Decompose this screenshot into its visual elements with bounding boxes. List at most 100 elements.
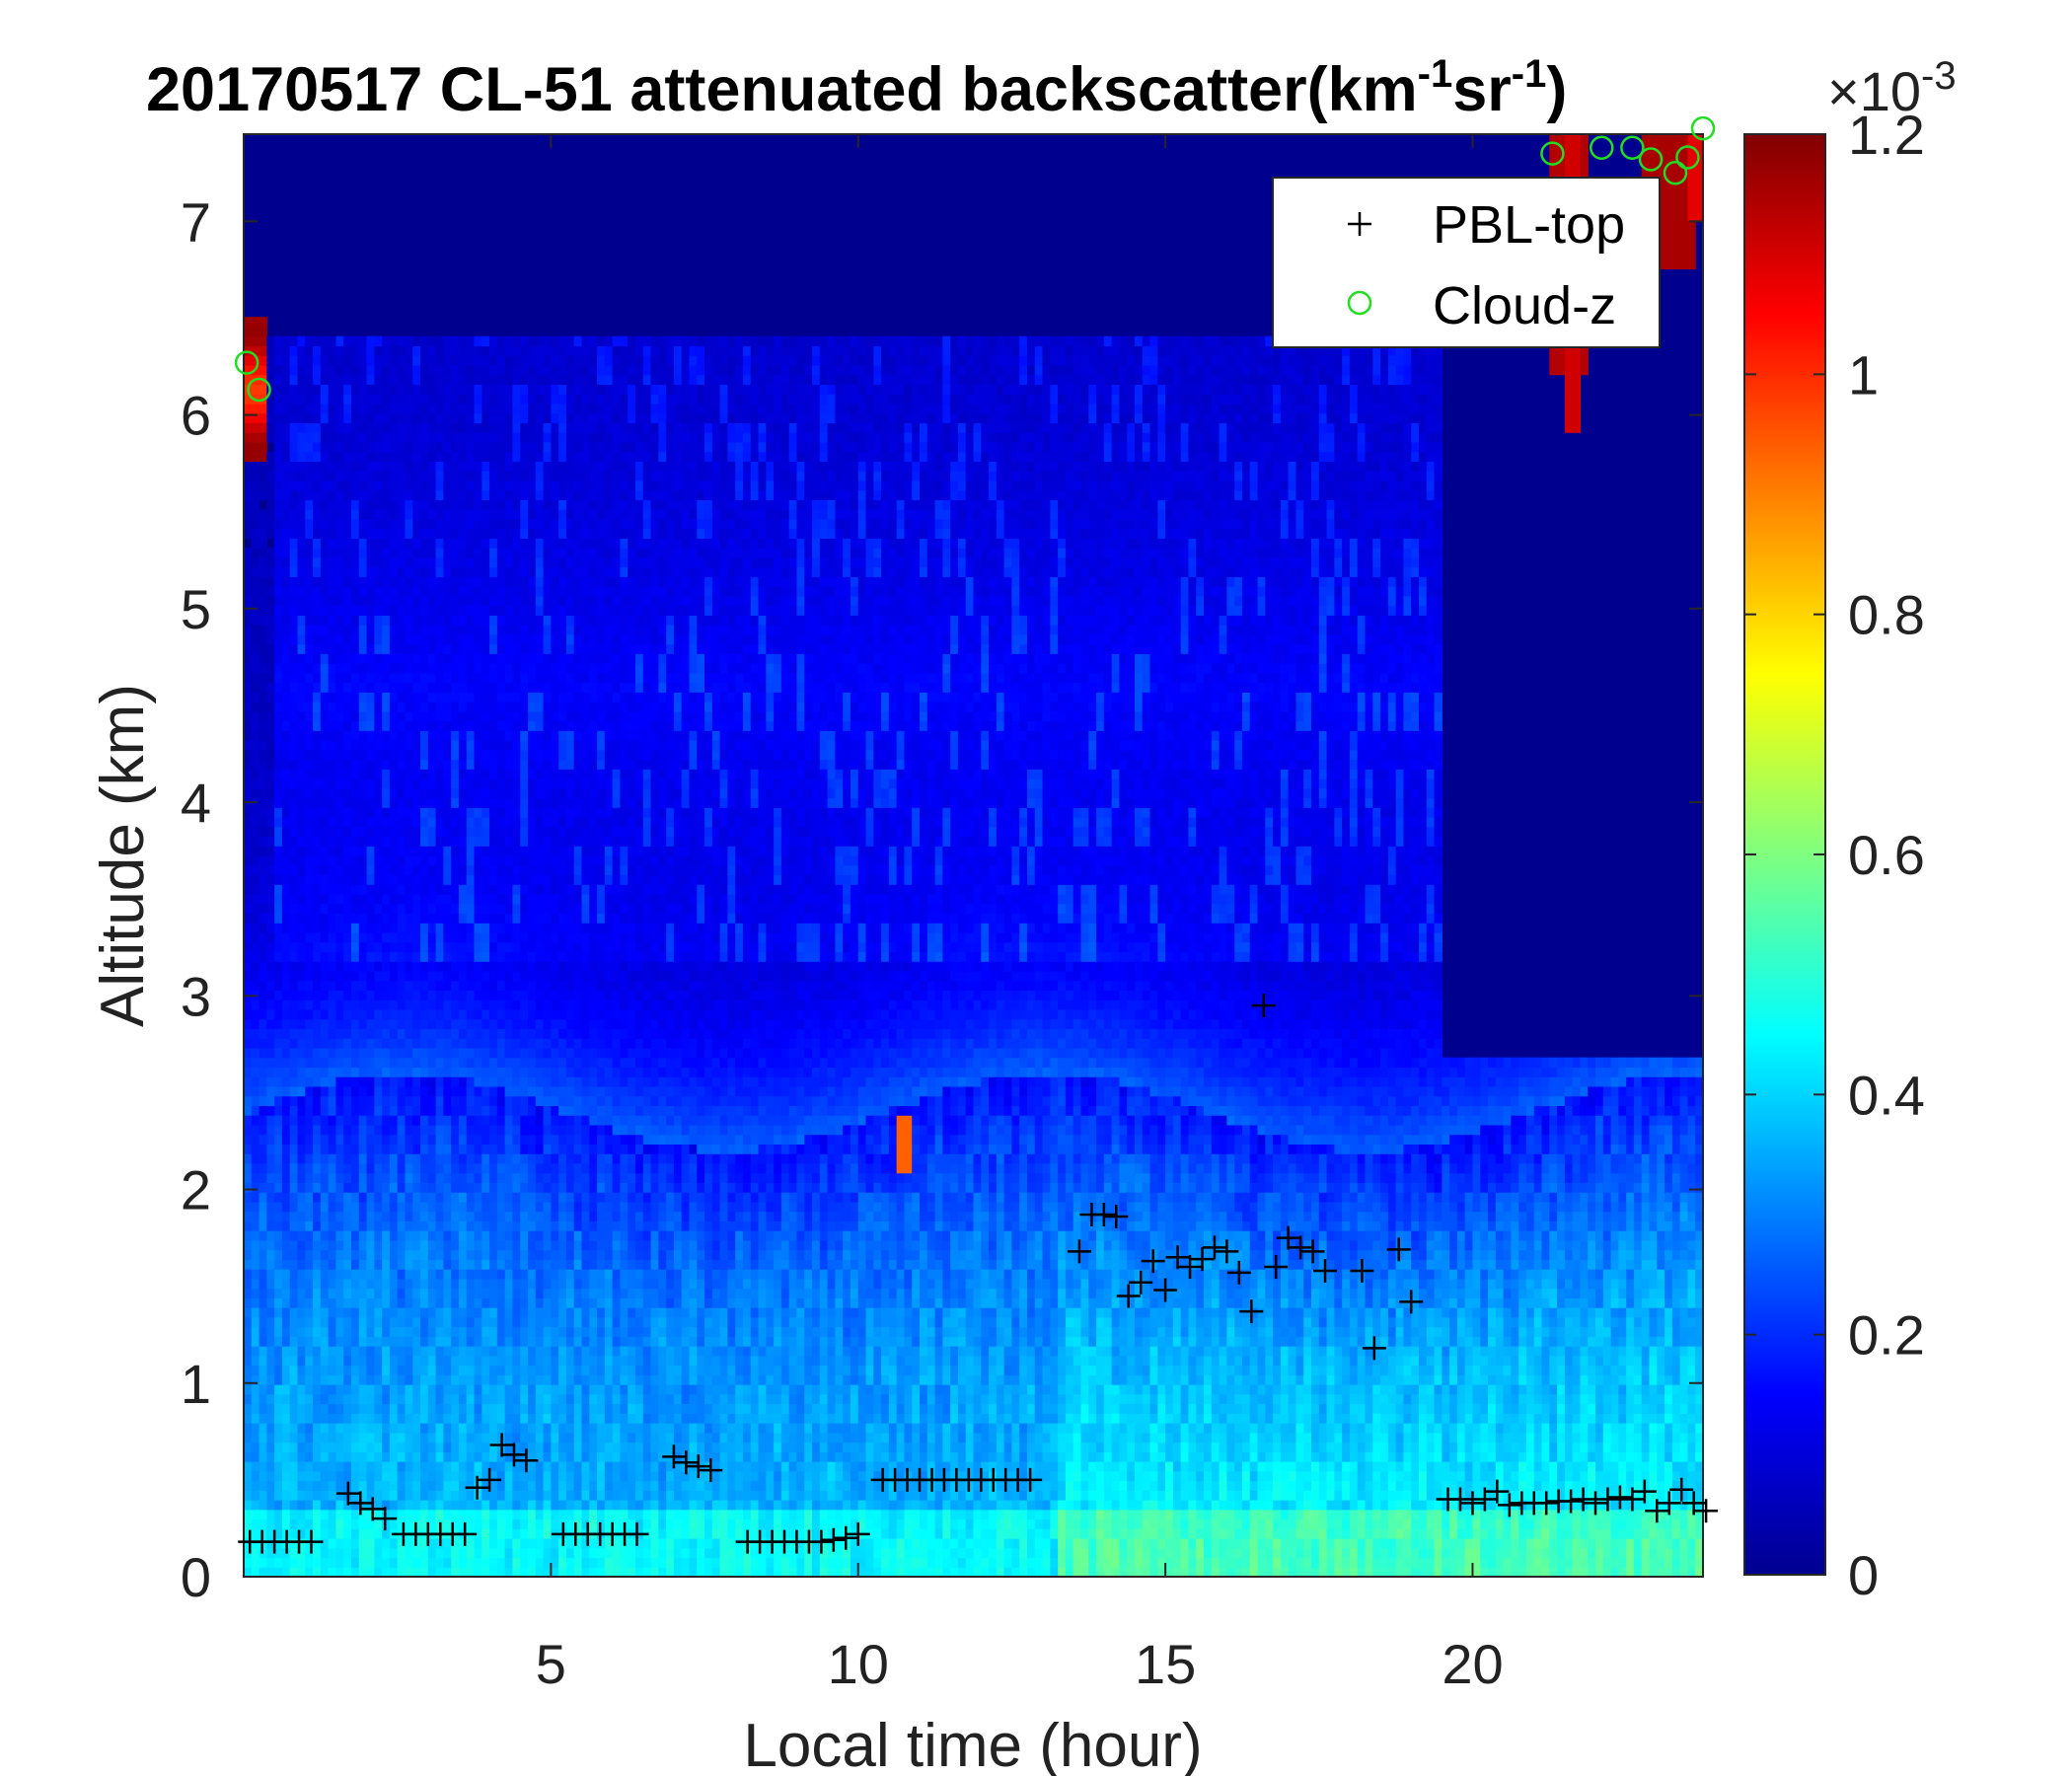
heatmap-cell (244, 576, 252, 586)
heatmap-cell (367, 1086, 375, 1096)
heatmap-cell (451, 1076, 459, 1086)
heatmap-cell (489, 345, 497, 355)
heatmap-cell (305, 884, 313, 894)
heatmap-cell (443, 951, 451, 961)
heatmap-cell (412, 404, 420, 413)
heatmap-cell (497, 1202, 505, 1212)
heatmap-cell (467, 894, 475, 904)
heatmap-cell (390, 1086, 398, 1096)
heatmap-cell (398, 1086, 406, 1096)
heatmap-cell (374, 1192, 382, 1202)
heatmap-cell (475, 999, 482, 1009)
heatmap-cell (244, 932, 252, 942)
heatmap-cell (390, 673, 398, 683)
heatmap-cell (481, 1279, 489, 1289)
heatmap-cell (282, 798, 290, 808)
heatmap-cell (359, 1356, 367, 1366)
heatmap-cell (489, 1297, 497, 1307)
heatmap-cell (282, 1230, 290, 1240)
heatmap-cell (436, 865, 444, 875)
heatmap-cell (481, 1221, 489, 1230)
heatmap-cell (475, 1510, 482, 1519)
heatmap-cell (252, 1038, 259, 1048)
heatmap-cell (313, 1289, 321, 1298)
heatmap-cell (274, 1009, 282, 1019)
heatmap-cell (451, 384, 459, 394)
heatmap-cell (343, 481, 351, 490)
heatmap-cell (475, 1394, 482, 1404)
heatmap-cell (398, 1297, 406, 1307)
heatmap-cell (313, 1202, 321, 1212)
heatmap-cell (467, 1163, 475, 1173)
heatmap-cell (351, 1384, 359, 1394)
heatmap-cell (405, 596, 412, 606)
heatmap-cell (252, 1413, 259, 1423)
heatmap-cell (321, 519, 329, 529)
heatmap-cell (313, 509, 321, 519)
heatmap-cell (329, 865, 336, 875)
heatmap-cell (313, 1135, 321, 1145)
heatmap-cell (290, 721, 298, 731)
heatmap-cell (459, 1289, 467, 1298)
heatmap-cell (520, 1163, 528, 1173)
heatmap-cell (451, 442, 459, 452)
heatmap-cell (313, 1038, 321, 1048)
heatmap-cell (481, 1182, 489, 1192)
heatmap-cell (335, 760, 343, 770)
heatmap-cell (313, 999, 321, 1009)
heatmap-cell (259, 1404, 267, 1414)
heatmap-cell (297, 827, 305, 837)
heatmap-cell (297, 1413, 305, 1423)
heatmap-cell (359, 1105, 367, 1115)
heatmap-cell (497, 365, 505, 375)
heatmap-cell (321, 1528, 329, 1538)
heatmap-cell (428, 1144, 436, 1153)
heatmap-cell (252, 596, 259, 606)
heatmap-cell (520, 1289, 528, 1298)
heatmap-cell (520, 1374, 528, 1384)
heatmap-cell (351, 432, 359, 442)
heatmap-cell (412, 557, 420, 567)
heatmap-cell (244, 1356, 252, 1366)
heatmap-cell (290, 951, 298, 961)
heatmap-cell (412, 1182, 420, 1192)
heatmap-cell (489, 567, 497, 577)
heatmap-cell (420, 1192, 428, 1202)
heatmap-cell (374, 615, 382, 625)
heatmap-cell (459, 874, 467, 884)
heatmap-cell (459, 1269, 467, 1279)
heatmap-cell (244, 1163, 252, 1173)
heatmap-cell (382, 471, 390, 481)
heatmap-cell (412, 1317, 420, 1327)
heatmap-cell (321, 788, 329, 798)
heatmap-cell (290, 557, 298, 567)
heatmap-cell (475, 615, 482, 625)
heatmap-cell (252, 750, 259, 760)
heatmap-cell (443, 1490, 451, 1500)
heatmap-cell (390, 778, 398, 788)
heatmap-cell (252, 874, 259, 884)
heatmap-cell (274, 673, 282, 683)
heatmap-cell (290, 1317, 298, 1327)
heatmap-cell (536, 1086, 544, 1096)
heatmap-cell (528, 1212, 536, 1221)
heatmap-cell (512, 1182, 520, 1192)
heatmap-cell (405, 615, 412, 625)
heatmap-cell (489, 1202, 497, 1212)
heatmap-cell (274, 1443, 282, 1452)
heatmap-cell (359, 481, 367, 490)
heatmap-cell (536, 1019, 544, 1029)
heatmap-cell (321, 596, 329, 606)
heatmap-cell (390, 692, 398, 702)
heatmap-cell (497, 663, 505, 673)
heatmap-cell (398, 1413, 406, 1423)
heatmap-cell (536, 1076, 544, 1086)
heatmap-cell (367, 471, 375, 481)
heatmap-cell (520, 827, 528, 837)
heatmap-cell (390, 596, 398, 606)
heatmap-cell (367, 394, 375, 404)
heatmap-cell (405, 932, 412, 942)
heatmap-cell (274, 606, 282, 616)
heatmap-cell (528, 999, 536, 1009)
heatmap-cell (274, 884, 282, 894)
